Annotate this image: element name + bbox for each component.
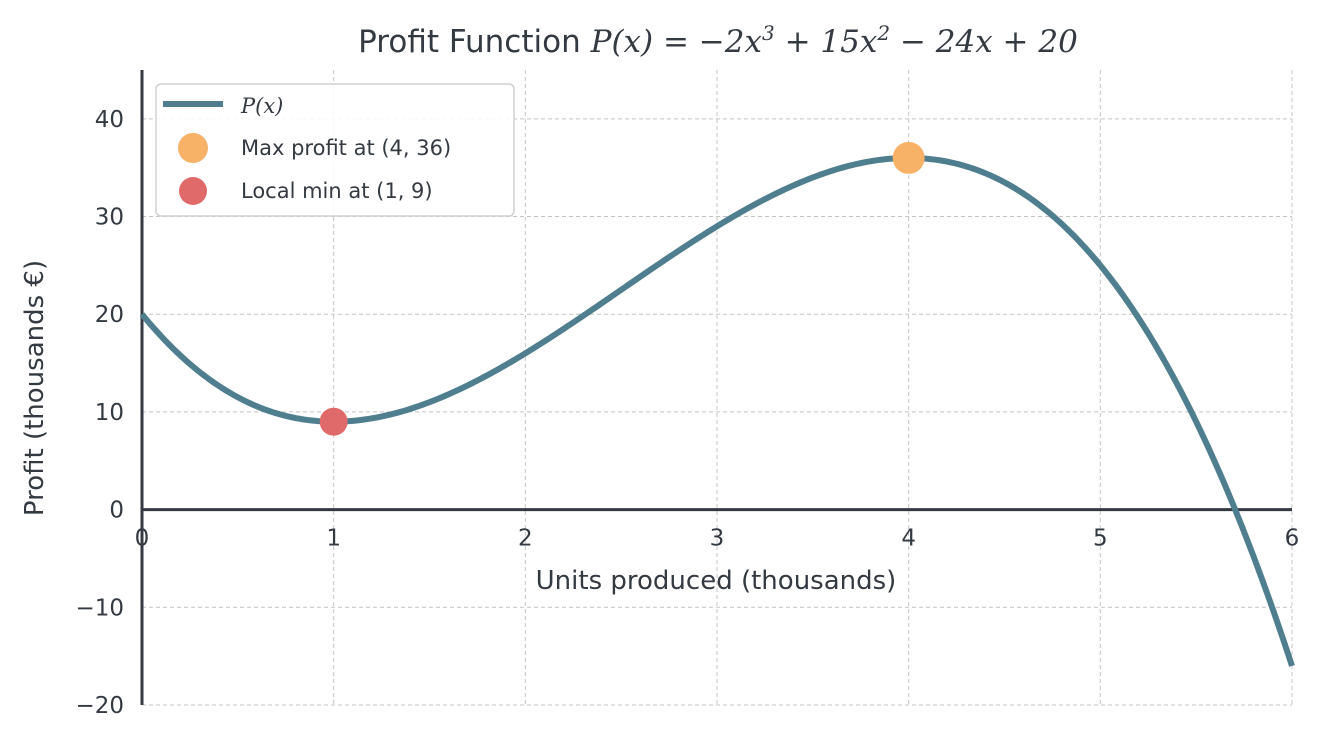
x-tick-label: 1 bbox=[326, 526, 341, 552]
axes bbox=[140, 70, 1292, 705]
title-exp-2: 2 bbox=[876, 21, 890, 45]
legend: P(x) Max profit at (4, 36) Local min at … bbox=[155, 83, 515, 217]
x-tick-label: 2 bbox=[518, 526, 533, 552]
title-rest: − 24x + 20 bbox=[890, 24, 1078, 60]
legend-frame bbox=[155, 83, 515, 217]
title-mid: + 15x bbox=[775, 24, 878, 60]
tick-labels: 0 1 2 3 4 5 6 −20 −10 0 10 20 30 40 bbox=[75, 107, 1299, 719]
y-tick-label: −20 bbox=[75, 693, 124, 719]
y-tick-label: −10 bbox=[75, 595, 124, 621]
x-tick-label: 6 bbox=[1285, 526, 1300, 552]
x-tick-label: 5 bbox=[1093, 526, 1108, 552]
y-axis-label: Profit (thousands €) bbox=[20, 260, 50, 516]
legend-label-series: P(x) bbox=[240, 94, 283, 118]
legend-marker-min bbox=[179, 177, 207, 205]
y-tick-label: 20 bbox=[95, 302, 124, 328]
title-exp-1: 3 bbox=[762, 21, 775, 45]
x-tick-label: 0 bbox=[135, 526, 150, 552]
y-tick-label: 0 bbox=[109, 498, 124, 524]
legend-label-min: Local min at (1, 9) bbox=[241, 179, 433, 203]
y-tick-label: 40 bbox=[95, 107, 124, 133]
max-profit-point bbox=[892, 141, 925, 174]
chart-title: Profit Function P(x) = −2x3 + 15x2 − 24x… bbox=[358, 21, 1078, 60]
x-tick-label: 3 bbox=[710, 526, 725, 552]
points-layer bbox=[319, 141, 925, 436]
legend-label-max: Max profit at (4, 36) bbox=[241, 136, 451, 160]
legend-marker-max bbox=[178, 133, 208, 163]
title-math: P(x) = −2x bbox=[590, 24, 763, 60]
x-axis-label: Units produced (thousands) bbox=[536, 566, 897, 596]
title-prefix: Profit Function bbox=[358, 24, 590, 60]
y-tick-label: 10 bbox=[95, 400, 124, 426]
y-tick-label: 30 bbox=[95, 205, 124, 231]
local-min-point bbox=[319, 407, 348, 436]
x-tick-label: 4 bbox=[901, 526, 916, 552]
